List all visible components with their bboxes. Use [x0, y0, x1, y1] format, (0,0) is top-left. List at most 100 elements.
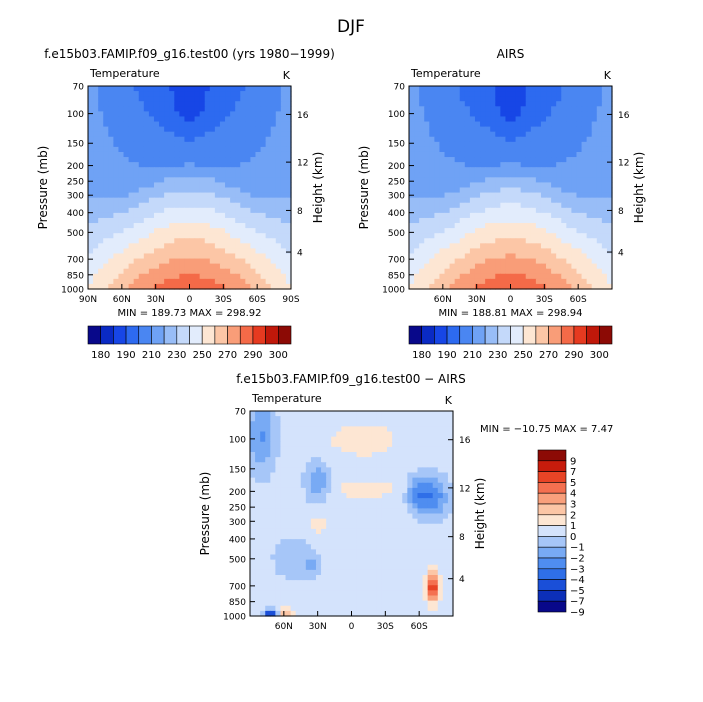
heatmap-cell — [437, 554, 444, 561]
heatmap-cell — [315, 513, 322, 520]
heatmap-cell — [417, 411, 424, 417]
heatmap-cell — [270, 487, 276, 494]
heatmap-cell — [315, 528, 322, 535]
heatmap-cell — [449, 91, 456, 97]
heatmap-cell — [459, 197, 466, 204]
heatmap-cell — [240, 278, 246, 285]
heatmap-cell — [346, 595, 353, 602]
colorbar-box — [239, 325, 254, 345]
heatmap-cell — [108, 126, 114, 133]
heatmap-cell — [118, 86, 125, 92]
heatmap-cell — [315, 595, 322, 602]
heatmap-cell — [235, 162, 241, 168]
heatmap-cell — [392, 487, 398, 494]
heatmap-cell — [586, 283, 593, 290]
heatmap-cell — [571, 228, 578, 234]
heatmap-cell — [240, 283, 246, 290]
heatmap-cell — [118, 187, 125, 194]
heatmap-cell — [402, 513, 408, 520]
heatmap-cell — [255, 121, 262, 128]
heatmap-cell — [414, 121, 420, 128]
heatmap-cell — [204, 182, 211, 189]
heatmap-cell — [361, 534, 368, 540]
heatmap-cell — [414, 212, 420, 219]
heatmap-cell — [128, 146, 135, 153]
heatmap-cell — [169, 268, 175, 275]
heatmap-cell — [469, 111, 476, 118]
heatmap-cell — [108, 217, 114, 224]
heatmap-cell — [586, 96, 593, 102]
heatmap-cell — [351, 487, 358, 494]
heatmap-cell — [495, 146, 501, 153]
heatmap-cell — [113, 228, 120, 234]
heatmap-cell — [505, 278, 512, 285]
colorbar-label: 210 — [463, 350, 482, 361]
heatmap-cell — [275, 258, 282, 265]
heatmap-cell — [265, 441, 271, 448]
heatmap-cell — [429, 136, 435, 143]
heatmap-cell — [148, 106, 155, 112]
heatmap-cell — [108, 172, 114, 178]
heatmap-cell — [184, 243, 191, 249]
heatmap-cell — [427, 508, 434, 515]
heatmap-cell — [265, 141, 272, 148]
heatmap-cell — [295, 452, 302, 458]
heatmap-cell — [285, 554, 292, 561]
heatmap-cell — [255, 544, 261, 550]
heatmap-cell — [571, 141, 578, 148]
heatmap-cell — [230, 273, 236, 280]
heatmap-cell — [381, 416, 388, 422]
heatmap-cell — [255, 212, 262, 219]
heatmap-cell — [275, 202, 282, 209]
heatmap-cell — [376, 411, 383, 417]
heatmap-cell — [447, 508, 454, 515]
heatmap-cell — [561, 101, 567, 107]
heatmap-cell — [444, 162, 451, 168]
heatmap-cell — [98, 146, 104, 153]
heatmap-cell — [159, 131, 165, 138]
heatmap-cell — [387, 575, 393, 581]
heatmap-cell — [500, 258, 507, 265]
heatmap-cell — [361, 518, 368, 525]
heatmap-cell — [464, 228, 471, 234]
heatmap-cell — [586, 182, 593, 189]
heatmap-cell — [417, 585, 424, 591]
heatmap-cell — [209, 96, 216, 102]
heatmap-cell — [290, 549, 297, 556]
heatmap-cell — [490, 207, 496, 214]
heatmap-cell — [464, 131, 471, 138]
heatmap-cell — [581, 187, 588, 194]
heatmap-cell — [255, 411, 261, 417]
heatmap-cell — [576, 268, 583, 275]
heatmap-cell — [606, 273, 613, 280]
heatmap-cell — [285, 248, 292, 255]
heatmap-cell — [402, 452, 408, 458]
heatmap-cell — [356, 585, 363, 591]
heatmap-cell — [219, 278, 226, 285]
heatmap-cell — [459, 243, 466, 249]
heatmap-cell — [265, 487, 271, 494]
heatmap-cell — [409, 177, 415, 184]
heatmap-cell — [225, 228, 231, 234]
heatmap-cell — [432, 503, 439, 509]
heatmap-cell — [265, 595, 271, 602]
heatmap-cell — [321, 421, 327, 427]
heatmap-cell — [596, 167, 603, 173]
heatmap-cell — [108, 162, 114, 168]
heatmap-cell — [427, 472, 434, 479]
heatmap-cell — [88, 283, 94, 290]
heatmap-cell — [525, 243, 532, 249]
heatmap-cell — [596, 182, 603, 189]
heatmap-cell — [103, 167, 109, 173]
heatmap-cell — [290, 441, 297, 448]
heatmap-cell — [280, 91, 287, 97]
heatmap-cell — [159, 126, 165, 133]
heatmap-cell — [439, 177, 446, 184]
heatmap-cell — [214, 243, 221, 249]
heatmap-cell — [449, 162, 456, 168]
heatmap-cell — [336, 580, 342, 586]
heatmap-cell — [417, 446, 424, 453]
heatmap-cell — [437, 590, 444, 597]
heatmap-cell — [427, 590, 434, 597]
heatmap-cell — [295, 482, 302, 489]
